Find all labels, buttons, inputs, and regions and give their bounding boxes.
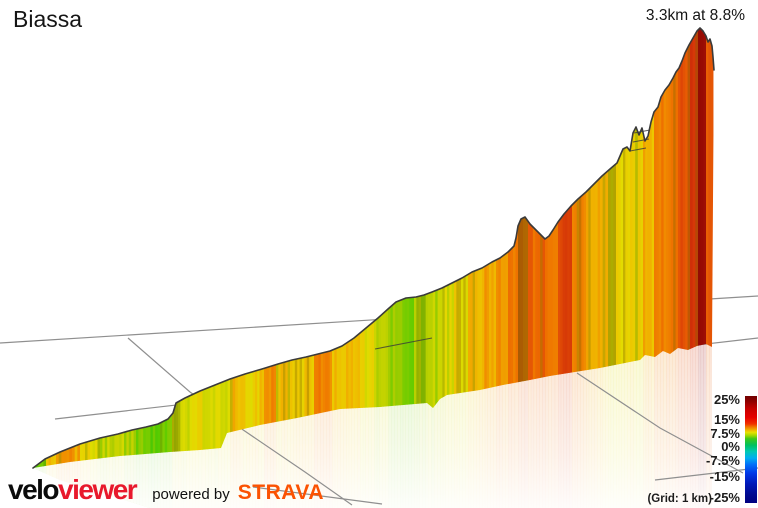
legend-label-3: 0% (721, 439, 740, 454)
elevation-outline (32, 27, 715, 469)
page-title: Biassa (13, 6, 83, 32)
fold-line-0 (374, 337, 433, 350)
veloviewer-logo: veloviewer (8, 474, 138, 506)
grid-line-depth-3 (654, 467, 758, 481)
legend-label-5: -15% (710, 469, 741, 484)
strava-logo: STRAVA (237, 481, 324, 504)
grid-line-depth-1 (576, 372, 744, 474)
grid-line-depth-2 (252, 486, 383, 505)
veloviewer-logo-black: velo (8, 474, 60, 505)
legend-color-bar (745, 396, 757, 503)
legend-label-2: 7.5% (710, 426, 740, 441)
grid-scale-note: (Grid: 1 km) (647, 493, 712, 505)
legend-label-0: 25% (714, 392, 740, 407)
gradient-legend: 25% 15%7.5%0%-7.5%-15% -25%(Grid: 1 km) (647, 392, 757, 505)
footer: veloviewer powered by STRAVA (8, 474, 324, 506)
veloviewer-logo-red: viewer (58, 474, 138, 505)
powered-by-label: powered by (152, 486, 230, 503)
legend-label-4: -7.5% (706, 453, 740, 468)
climb-summary: 3.3km at 8.8% (645, 7, 745, 24)
legend-label-6: -25% (710, 490, 741, 505)
fold-line-1 (629, 147, 647, 152)
legend-label-1: 15% (714, 412, 740, 427)
